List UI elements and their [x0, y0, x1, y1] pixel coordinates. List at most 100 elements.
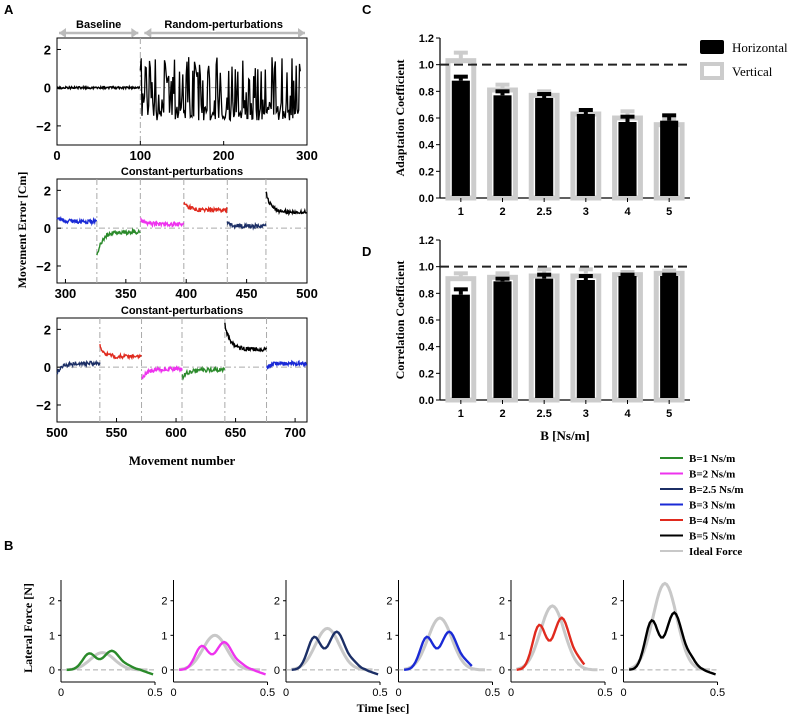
bar-horizontal [493, 281, 512, 398]
y-tick-label: 0 [49, 665, 55, 677]
force-panel-3: 0 1 2 0 0.5 [274, 580, 388, 699]
random-arrow-head-right [298, 28, 305, 38]
ideal-force-curve [516, 604, 598, 672]
random-arrow-head-left [144, 28, 152, 38]
y-axis-label: Adaptation Coefficient [393, 60, 407, 177]
bar-horizontal [451, 294, 470, 398]
y-tick-label: 2 [44, 42, 51, 57]
panel-letter-d: D [362, 244, 371, 259]
x-tick-label: 500 [46, 425, 68, 440]
actual-force-curve [179, 640, 266, 676]
y-tick-label: 0 [611, 665, 617, 677]
series-b-4-ns-m [99, 343, 142, 361]
plot-frame-A1 [56, 37, 308, 146]
y-tick-label: 0.0 [419, 193, 434, 205]
x-tick-label: 3 [583, 206, 589, 218]
series-b-2-ns-m [140, 217, 185, 228]
actual-force-curve [628, 611, 716, 676]
y-tick-label: 1 [161, 630, 167, 642]
y-tick-label: 2 [611, 596, 617, 608]
bar-horizontal [535, 98, 554, 196]
series-baseline [56, 84, 141, 91]
series-b-2-5-ns-m [226, 221, 267, 231]
x-axis-label: Movement number [129, 453, 236, 468]
x-tick-label: 300 [296, 148, 318, 163]
y-tick-label: 0 [161, 665, 167, 677]
y-tick-label: 0 [499, 665, 505, 677]
bar-horizontal [576, 114, 595, 196]
panel-letter-a: A [4, 2, 14, 17]
y-tick-label: 2 [274, 596, 280, 608]
y-tick-label: 0.0 [419, 395, 434, 407]
legend-label: B=5 Ns/m [689, 531, 735, 543]
series-b-1-ns-m [181, 365, 226, 381]
panel-letter-c: C [362, 2, 372, 17]
panel-d-correlation-bars: 0.0 0.2 0.4 0.6 0.8 1.0 1.2 1 2 2.5 3 4 5 Correlation… [393, 235, 690, 443]
x-tick-label: 300 [55, 286, 77, 301]
y-tick-label: 0 [44, 221, 51, 236]
y-tick-label: 0.8 [419, 288, 434, 300]
y-tick-label: 0 [274, 665, 280, 677]
baseline-arrow-head-left [59, 28, 66, 38]
legend-swatch-vertical [700, 62, 724, 80]
x-tick-label: 450 [236, 286, 258, 301]
x-tick-label: 0 [395, 687, 401, 699]
x-tick-label: 550 [106, 425, 128, 440]
series-b-1-ns-m [96, 227, 141, 256]
bar-horizontal [618, 276, 637, 398]
series-random-perturbations [139, 57, 301, 123]
force-legend: B=1 Ns/m B=2 Ns/m B=2.5 Ns/m B=3 Ns/m B=4 Ns… [660, 453, 744, 558]
legend-swatch-horizontal [700, 40, 724, 54]
x-tick-label: 0 [58, 687, 64, 699]
y-tick-label: 1.2 [419, 235, 434, 247]
y-tick-label: 1.2 [419, 33, 434, 45]
y-tick-label: 2 [49, 596, 55, 608]
y-tick-label: 0.6 [419, 315, 434, 327]
x-tick-label: 100 [129, 148, 151, 163]
x-tick-label: 650 [225, 425, 247, 440]
chart-a3-constant: 500 550 600 650 700 2 0 −2 Constant-perturbation… [36, 305, 308, 468]
chart-title: Constant-perturbations [121, 305, 243, 317]
x-tick-label: 2 [499, 206, 505, 218]
x-tick-label: 5 [666, 408, 672, 420]
x-tick-label: 400 [175, 286, 197, 301]
bar-horizontal [451, 80, 470, 196]
force-panel-1: 0 1 2 0 0.5 [49, 580, 163, 699]
x-tick-label: 0.5 [260, 687, 275, 699]
ideal-force-curve [403, 616, 486, 672]
actual-force-curve [403, 630, 473, 671]
panel-letter-b: B [4, 538, 13, 553]
actual-force-curve [66, 649, 154, 676]
x-tick-label: 0 [170, 687, 176, 699]
bar-horizontal [535, 278, 554, 398]
chart-a2-constant: 300 350 400 450 500 2 0 −2 Constant-perturbation… [36, 166, 318, 301]
x-tick-label: 350 [115, 286, 137, 301]
x-tick-label: 2.5 [537, 408, 552, 420]
legend-label: B=2 Ns/m [689, 469, 735, 481]
force-panel-2: 0 1 2 0 0.5 [161, 580, 275, 699]
y-tick-label: −2 [36, 398, 51, 413]
ideal-force-curve [291, 626, 373, 672]
y-tick-label: 0 [386, 665, 392, 677]
series-b-4-ns-m [183, 201, 228, 214]
series-b-2-5-ns-m [56, 359, 101, 375]
y-tick-label: 1.0 [419, 60, 434, 72]
y-tick-label: −2 [36, 259, 51, 274]
y-tick-label: 1 [611, 630, 617, 642]
x-tick-label: 500 [296, 286, 318, 301]
y-tick-label: 0 [44, 81, 51, 96]
x-tick-label: 0 [283, 687, 289, 699]
legend-label: B=3 Ns/m [689, 500, 735, 512]
x-tick-label: 600 [165, 425, 187, 440]
random-perturbations-label: Random-perturbations [164, 19, 283, 31]
x-tick-label: 0 [508, 687, 514, 699]
actual-force-curve [291, 630, 379, 676]
panel-c-adaptation-bars: 0.0 0.2 0.4 0.6 0.8 1.0 1.2 1 2 2.5 3 4 5 Adaptation … [393, 33, 788, 218]
y-tick-label: −2 [36, 119, 51, 134]
legend-label: B=1 Ns/m [689, 453, 735, 465]
legend-label-vertical: Vertical [732, 64, 773, 79]
series-b-2-ns-m [141, 365, 183, 380]
x-tick-label: 4 [624, 206, 631, 218]
x-tick-label: 5 [666, 206, 672, 218]
